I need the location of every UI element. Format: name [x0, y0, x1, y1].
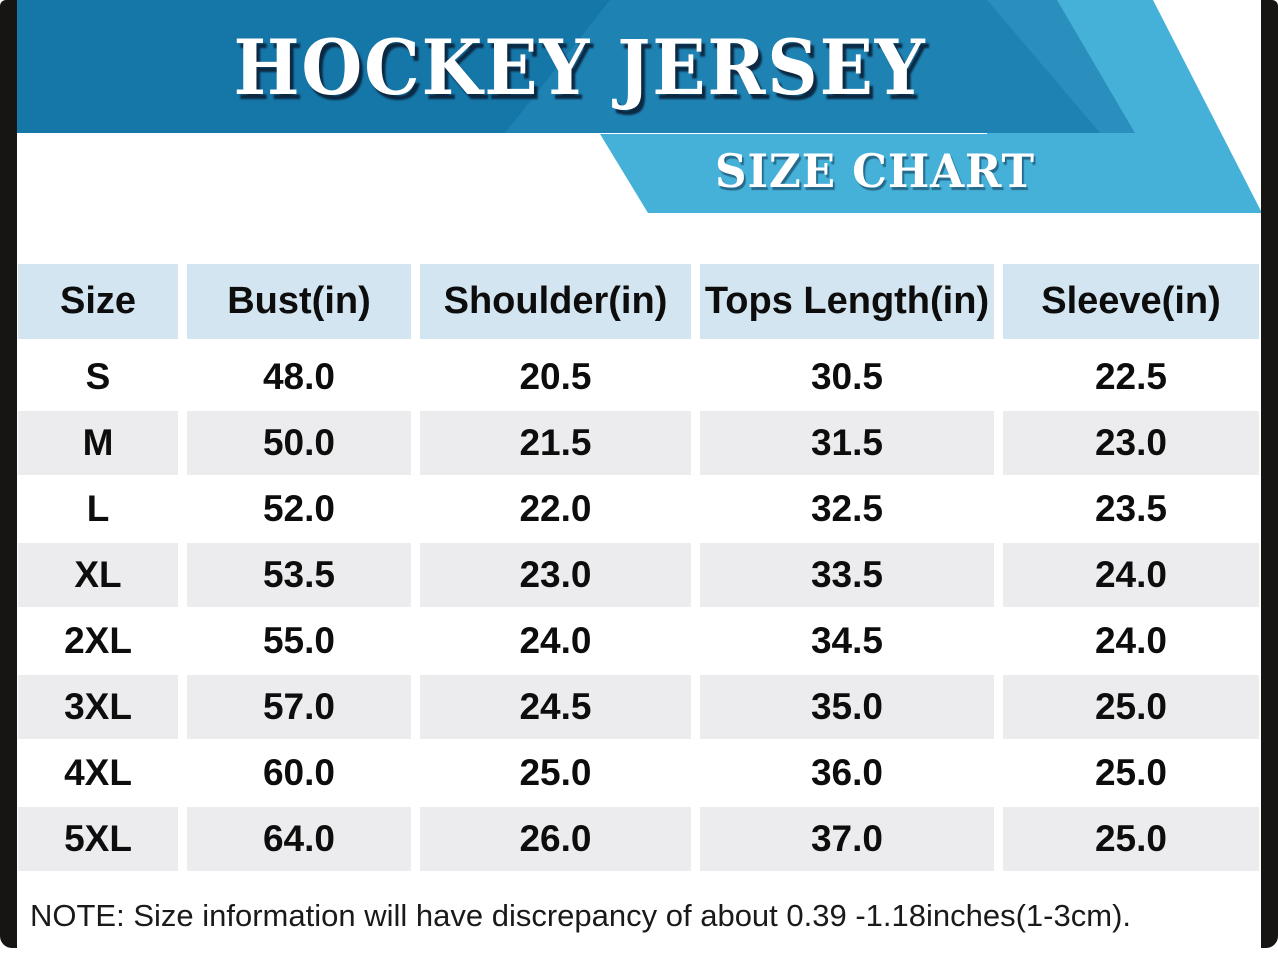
- left-border-bar: [0, 0, 17, 948]
- measurement-value-cell: 26.0: [420, 807, 691, 871]
- measurement-value-cell: 31.5: [700, 411, 994, 475]
- measurement-value-cell: 34.5: [810, 620, 883, 661]
- size-label-cell: 5XL: [18, 807, 178, 871]
- measurement-value-cell: 22.0: [519, 488, 592, 529]
- arrow-stripe-shape: [987, 0, 1135, 133]
- measurement-value-cell: 32.5: [810, 488, 883, 529]
- column-header-sleeve-in: Sleeve(in): [1003, 264, 1259, 339]
- measurement-value-cell: 64.0: [187, 807, 411, 871]
- size-note: NOTE: Size information will have discrep…: [30, 898, 1131, 933]
- measurement-value-cell: 22.5: [1094, 356, 1167, 397]
- measurement-value-cell: 25.0: [1003, 807, 1259, 871]
- header-banner-graphic: [17, 0, 1262, 213]
- column-header-size: Size: [18, 264, 178, 339]
- banner-chevron-shape: [505, 0, 1100, 133]
- measurement-value-cell: 48.0: [262, 356, 335, 397]
- measurement-value-cell: 57.0: [187, 675, 411, 739]
- measurement-value-cell: 60.0: [262, 752, 335, 793]
- measurement-value-cell: 37.0: [700, 807, 994, 871]
- size-table-body: S 48.0 20.5 30.5 22.5 M 50.0 21.5 31.5 23.0 L 52.0 2…: [18, 345, 1259, 871]
- measurement-value-cell: 21.5: [420, 411, 691, 475]
- measurement-value-cell: 55.0: [262, 620, 335, 661]
- measurement-value-cell: 53.5: [187, 543, 411, 607]
- measurement-value-cell: 50.0: [187, 411, 411, 475]
- measurement-value-cell: 23.5: [1094, 488, 1167, 529]
- measurement-value-cell: 24.0: [1003, 543, 1259, 607]
- column-header-shoulder-in: Shoulder(in): [420, 264, 691, 339]
- measurement-value-cell: 52.0: [262, 488, 335, 529]
- column-header-bust-in: Bust(in): [187, 264, 411, 339]
- measurement-value-cell: 35.0: [700, 675, 994, 739]
- size-chart-band-shape: [600, 0, 1262, 213]
- measurement-value-cell: 24.5: [420, 675, 691, 739]
- column-header-tops-length-in: Tops Length(in): [700, 264, 994, 339]
- size-label-cell: S: [85, 356, 111, 397]
- size-label-cell: 4XL: [64, 752, 132, 793]
- size-label-cell: L: [86, 488, 110, 529]
- size-table-header-row: Size Bust(in) Shoulder(in) Tops Length(in) S…: [18, 264, 1259, 339]
- measurement-value-cell: 30.5: [810, 356, 883, 397]
- measurement-value-cell: 24.0: [1094, 620, 1167, 661]
- measurement-value-cell: 33.5: [700, 543, 994, 607]
- measurement-value-cell: 20.5: [519, 356, 592, 397]
- measurement-value-cell: 36.0: [810, 752, 883, 793]
- size-label-cell: 2XL: [64, 620, 132, 661]
- page-title: HOCKEY JERSEY: [233, 22, 927, 112]
- size-label-cell: XL: [18, 543, 178, 607]
- size-label-cell: 3XL: [18, 675, 178, 739]
- measurement-value-cell: 25.0: [519, 752, 592, 793]
- measurement-value-cell: 25.0: [1003, 675, 1259, 739]
- page-subtitle: SIZE CHART: [715, 144, 1035, 198]
- measurement-value-cell: 24.0: [519, 620, 592, 661]
- measurement-value-cell: 23.0: [1003, 411, 1259, 475]
- measurement-value-cell: 25.0: [1094, 752, 1167, 793]
- measurement-value-cell: 23.0: [420, 543, 691, 607]
- right-border-bar: [1261, 0, 1278, 948]
- size-label-cell: M: [18, 411, 178, 475]
